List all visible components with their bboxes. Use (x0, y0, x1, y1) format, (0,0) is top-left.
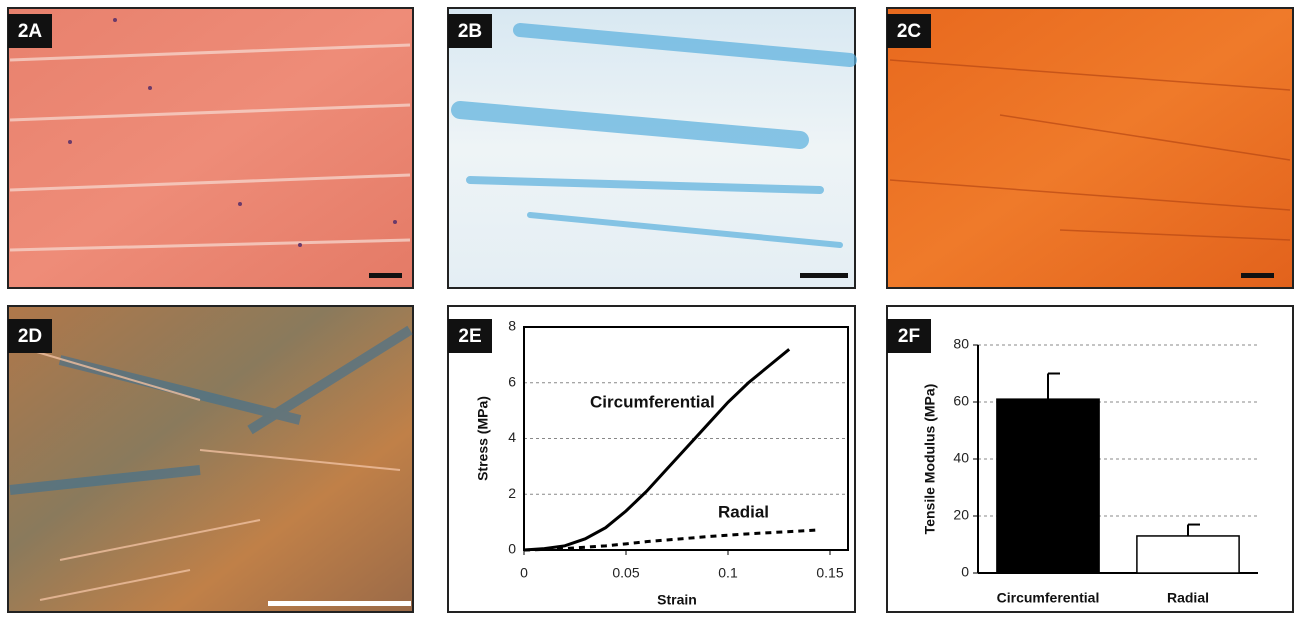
y-tick-label: 0 (508, 541, 516, 557)
series-label: Circumferential (590, 392, 715, 411)
panel-label: 2C (897, 21, 922, 42)
image-panel (8, 306, 413, 612)
panel-label: 2E (458, 326, 481, 347)
y-tick-label: 6 (508, 373, 516, 389)
x-tick-label: Radial (1167, 590, 1209, 606)
y-axis-label: Tensile Modulus (MPa) (922, 384, 938, 535)
y-tick-label: 8 (508, 318, 516, 334)
y-tick-label: 4 (508, 429, 516, 445)
bar (997, 399, 1099, 573)
x-tick-label: 0.15 (816, 565, 843, 581)
y-tick-label: 60 (953, 393, 969, 409)
x-tick-label: 0 (520, 565, 528, 581)
x-tick-label: Circumferential (997, 590, 1100, 606)
bar (1137, 536, 1239, 573)
x-tick-label: 0.05 (612, 565, 639, 581)
y-tick-label: 20 (953, 507, 969, 523)
y-tick-label: 40 (953, 450, 969, 466)
chart-panel (448, 306, 855, 612)
x-tick-label: 0.1 (718, 565, 738, 581)
series-label: Radial (718, 502, 769, 521)
panel-label: 2B (458, 21, 482, 42)
panel-label: 2D (18, 326, 42, 347)
panel-label: 2A (18, 21, 43, 42)
panel-label: 2F (898, 326, 920, 347)
y-tick-label: 2 (508, 485, 516, 501)
y-tick-label: 80 (953, 336, 969, 352)
x-axis-label: Strain (657, 592, 697, 608)
y-tick-label: 0 (961, 564, 969, 580)
image-panel (448, 8, 855, 288)
page: {"panels": [{"label": "2A"}, {"label": "… (0, 0, 1296, 615)
image-panel (887, 8, 1293, 288)
image-panel (8, 8, 413, 288)
y-axis-label: Stress (MPa) (475, 396, 491, 481)
figure: 2A 2B 2C 2D 0246800.050.10.15Circumferen… (0, 0, 1296, 615)
